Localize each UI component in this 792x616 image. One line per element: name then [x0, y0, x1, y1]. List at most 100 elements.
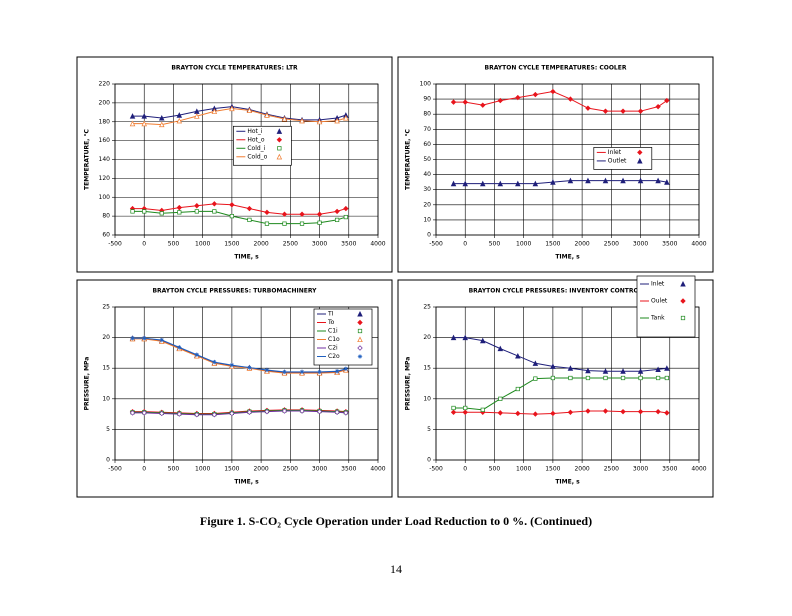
- x-tick-label: 1000: [195, 241, 210, 248]
- x-tick-label: 2000: [253, 241, 268, 248]
- x-tick-label: 3500: [341, 241, 356, 248]
- legend-label: Tank: [650, 315, 665, 322]
- chart-title: BRAYTON CYCLE PRESSURES: TURBOMACHINERY: [152, 288, 317, 295]
- marker: [655, 375, 661, 381]
- marker: [450, 99, 457, 105]
- marker: [158, 114, 165, 121]
- marker: [316, 408, 323, 415]
- legend-label: Inlet: [608, 149, 622, 156]
- marker: [264, 408, 270, 415]
- marker: [462, 334, 468, 341]
- x-tick-label: 1500: [224, 466, 239, 473]
- marker: [567, 365, 574, 371]
- x-tick-label: 4000: [691, 241, 706, 248]
- y-tick-label: 10: [423, 216, 431, 223]
- marker: [316, 211, 323, 217]
- x-tick-label: 3000: [312, 241, 327, 248]
- x-tick-label: 3500: [662, 466, 677, 473]
- marker: [282, 369, 287, 375]
- marker: [620, 177, 626, 184]
- marker: [463, 405, 468, 411]
- y-tick-label: 160: [99, 137, 111, 144]
- marker: [532, 180, 539, 187]
- legend-label: Oulet: [651, 298, 668, 305]
- figure-caption: Figure 1. S-CO₂ Cycle Operation under Lo…: [200, 514, 592, 528]
- marker: [264, 209, 270, 216]
- marker: [680, 298, 686, 304]
- y-tick-label: 60: [423, 141, 431, 148]
- x-tick-label: 1500: [545, 241, 560, 248]
- marker: [451, 405, 456, 411]
- marker: [177, 210, 182, 215]
- marker: [176, 204, 182, 211]
- chart-title: BRAYTON CYCLE TEMPERATURES: LTR: [171, 65, 298, 72]
- marker: [550, 88, 556, 95]
- marker: [142, 209, 147, 214]
- marker: [276, 137, 283, 143]
- marker: [264, 367, 270, 373]
- x-tick-label: -500: [108, 466, 122, 473]
- marker: [334, 217, 340, 223]
- marker: [480, 407, 485, 412]
- y-axis-label: TEMPERATURE, °C: [84, 128, 91, 190]
- marker: [550, 363, 556, 369]
- marker: [343, 214, 348, 220]
- y-tick-label: 10: [102, 395, 110, 402]
- x-tick-label: 2500: [283, 241, 298, 248]
- marker: [664, 179, 670, 185]
- marker: [334, 409, 340, 415]
- x-axis-label: TIME, s: [555, 479, 580, 486]
- marker: [637, 149, 643, 156]
- x-tick-label: 4000: [370, 241, 385, 248]
- marker: [532, 360, 539, 366]
- legend-label: C2o: [328, 353, 340, 360]
- marker: [334, 369, 340, 374]
- marker: [497, 180, 504, 187]
- marker: [479, 180, 486, 187]
- series-line: [132, 203, 347, 215]
- y-tick-label: 60: [102, 232, 110, 239]
- marker: [480, 102, 486, 108]
- marker: [637, 408, 644, 415]
- marker: [212, 209, 217, 214]
- marker: [141, 120, 147, 127]
- x-tick-label: 3000: [633, 466, 648, 473]
- marker: [602, 177, 609, 184]
- marker: [317, 220, 322, 225]
- x-tick-label: 2000: [574, 466, 589, 473]
- y-tick-label: 20: [102, 334, 110, 341]
- x-tick-label: 500: [168, 466, 180, 473]
- x-tick-label: 0: [142, 241, 146, 248]
- marker: [317, 369, 322, 375]
- x-tick-label: 3500: [341, 466, 356, 473]
- x-tick-label: 500: [489, 241, 501, 248]
- legend-label: TI: [327, 311, 334, 318]
- marker: [664, 97, 670, 104]
- marker: [194, 352, 200, 357]
- chart-title: BRAYTON CYCLE PRESSURES: INVENTORY CONTR…: [469, 288, 643, 295]
- y-axis-label: PRESSURE, MPa: [84, 357, 91, 411]
- y-tick-label: 220: [99, 81, 111, 88]
- marker: [357, 328, 363, 334]
- marker: [620, 375, 626, 381]
- legend-box: [636, 275, 696, 338]
- marker: [533, 376, 538, 381]
- marker: [637, 108, 644, 114]
- marker: [550, 179, 556, 185]
- marker: [680, 315, 686, 321]
- marker: [585, 105, 591, 111]
- marker: [176, 411, 182, 417]
- page-number: 14: [390, 562, 402, 576]
- marker: [159, 211, 164, 216]
- marker: [664, 365, 670, 371]
- legend-box: [313, 308, 373, 366]
- x-tick-label: 500: [489, 466, 501, 473]
- marker: [532, 411, 539, 417]
- y-tick-label: 15: [423, 365, 431, 372]
- y-tick-label: 30: [423, 186, 431, 193]
- marker: [129, 120, 136, 127]
- x-tick-label: 2500: [604, 466, 619, 473]
- marker: [334, 117, 340, 124]
- marker: [130, 209, 135, 214]
